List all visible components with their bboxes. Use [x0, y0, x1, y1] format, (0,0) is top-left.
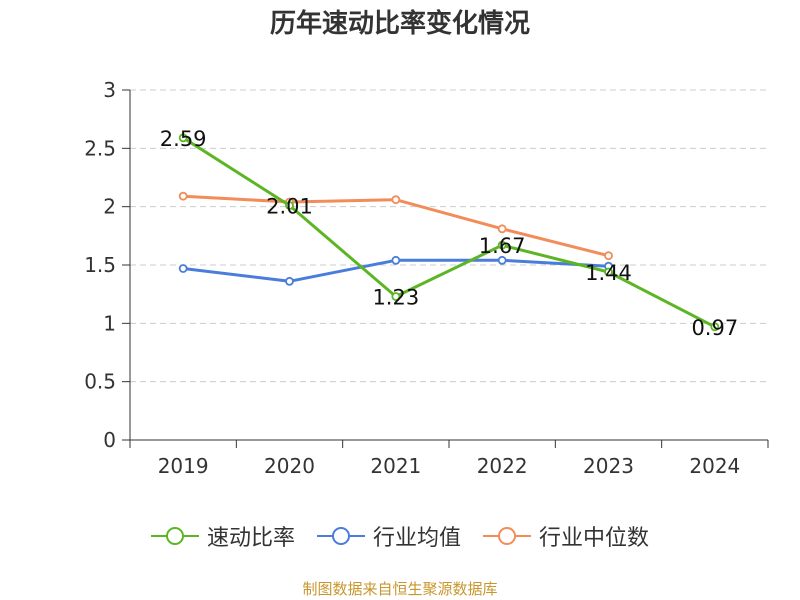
x-tick-label: 2020: [264, 454, 315, 478]
legend-item-industry-mean[interactable]: 行业均值: [316, 520, 461, 552]
legend-item-industry-median[interactable]: 行业中位数: [483, 520, 649, 552]
data-source-note: 制图数据来自恒生聚源数据库: [302, 580, 498, 598]
y-tick-label: 2.5: [84, 136, 116, 160]
legend-item-quick-ratio[interactable]: 速动比率: [150, 520, 295, 552]
data-labels: 2.59 2.01 1.23 1.67 1.44 0.97: [160, 127, 738, 340]
data-label: 1.67: [479, 234, 526, 258]
y-tick-label: 3: [103, 78, 116, 102]
legend-label-industry-median: 行业中位数: [539, 526, 650, 551]
y-tick-label: 1: [103, 311, 116, 335]
grid-lines: [130, 89, 768, 383]
series-point-1: [497, 255, 507, 265]
data-label: 2.59: [160, 127, 207, 151]
data-label: 2.01: [266, 195, 313, 219]
legend-label-quick-ratio: 速动比率: [206, 526, 295, 551]
series-line-2: [183, 194, 609, 258]
x-tick-label: 2021: [370, 454, 421, 478]
legend-swatch-industry-median: [483, 527, 531, 545]
series-point-0: [178, 133, 188, 143]
chart-title: 历年速动比率变化情况: [269, 9, 530, 39]
series-point-1: [178, 264, 188, 273]
series-line-0: [182, 136, 716, 329]
series-point-0: [285, 201, 294, 210]
series-point-2: [497, 224, 507, 234]
x-tick-label: 2019: [158, 454, 209, 478]
legend-label-industry-mean: 行业均值: [372, 526, 461, 551]
y-tick-label: 0: [103, 428, 116, 452]
x-tick-label: 2024: [689, 454, 740, 478]
series-point-2: [178, 191, 188, 201]
axes: 0 0.5 1 1.5 2 2.5 3 2019 2020 2021 2022 2023 2024: [84, 78, 769, 478]
series-point-1: [391, 255, 401, 265]
series-point-1: [285, 276, 294, 286]
x-tick-label: 2023: [583, 454, 634, 478]
series-point-2: [604, 251, 613, 261]
series-point-2: [391, 195, 401, 205]
legend-swatch-industry-mean: [316, 527, 365, 545]
legend: 速动比率 行业均值 行业中位数: [0, 520, 800, 552]
series-point-0: [497, 240, 507, 250]
y-tick-label: 2: [103, 195, 116, 219]
data-label: 1.44: [585, 261, 632, 285]
data-label: 0.97: [691, 316, 738, 340]
series-point-0: [391, 292, 401, 301]
series-lines: [178, 133, 720, 332]
y-tick-label: 1.5: [84, 253, 116, 277]
legend-swatch-quick-ratio: [150, 527, 199, 545]
series-point-0: [604, 267, 613, 277]
series-point-0: [710, 322, 720, 332]
data-label: 1.23: [372, 286, 419, 310]
y-tick-label: 0.5: [84, 370, 116, 394]
x-tick-label: 2022: [477, 454, 528, 478]
